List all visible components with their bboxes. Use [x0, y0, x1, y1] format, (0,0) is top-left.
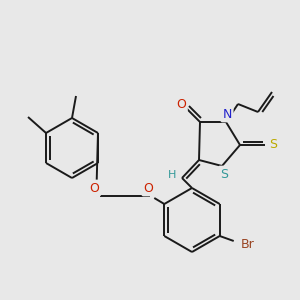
- Text: H: H: [168, 170, 176, 180]
- Text: O: O: [143, 182, 153, 194]
- Text: Br: Br: [241, 238, 255, 250]
- Text: O: O: [89, 182, 99, 194]
- Text: O: O: [176, 98, 186, 112]
- Text: S: S: [220, 167, 228, 181]
- Text: S: S: [269, 139, 277, 152]
- Text: N: N: [222, 107, 232, 121]
